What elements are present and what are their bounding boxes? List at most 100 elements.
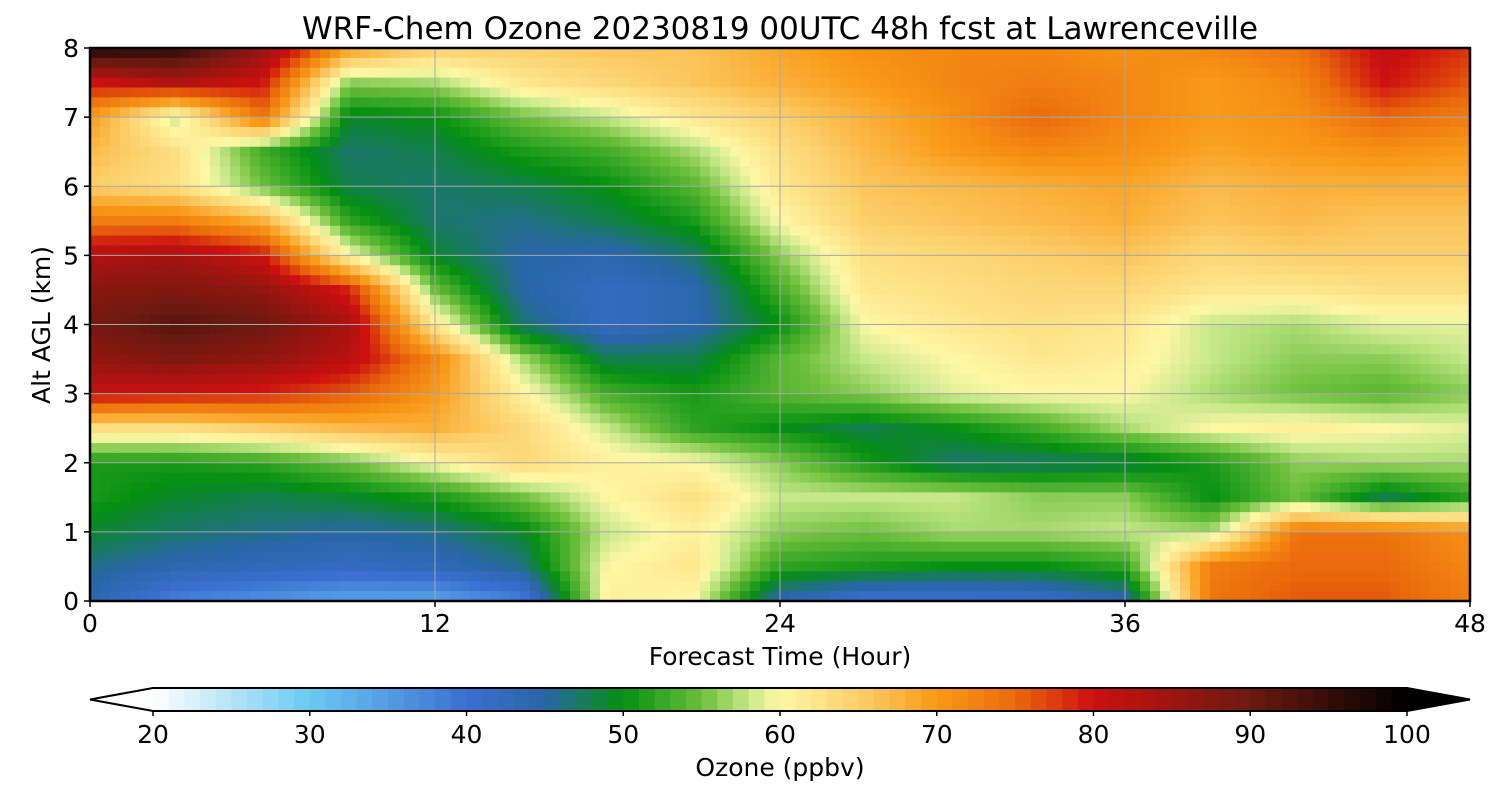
heatmap-cell — [1360, 304, 1371, 316]
heatmap-cell — [340, 77, 351, 89]
heatmap-cell — [320, 57, 331, 69]
heatmap-cell — [550, 107, 561, 118]
heatmap-cell — [550, 196, 561, 207]
heatmap-cell — [100, 334, 111, 345]
heatmap-cell — [890, 364, 901, 375]
heatmap-cell — [390, 383, 401, 395]
heatmap-cell — [1130, 393, 1141, 405]
heatmap-cell — [920, 294, 931, 306]
heatmap-cell — [310, 334, 321, 345]
heatmap-cell — [380, 304, 391, 316]
heatmap-cell — [480, 206, 491, 217]
heatmap-cell — [1240, 97, 1251, 108]
heatmap-cell — [1040, 344, 1051, 355]
heatmap-cell — [160, 314, 171, 326]
heatmap-cell — [510, 117, 521, 128]
heatmap-cell — [1170, 344, 1181, 355]
heatmap-cell — [1420, 97, 1431, 108]
heatmap-cell — [1380, 324, 1391, 335]
heatmap-cell — [1440, 334, 1451, 345]
heatmap-cell — [1450, 146, 1461, 158]
heatmap-cell — [960, 206, 971, 217]
heatmap-cell — [720, 294, 731, 306]
heatmap-cell — [1430, 77, 1441, 89]
heatmap-cell — [1040, 354, 1051, 365]
heatmap-cell — [1400, 235, 1411, 247]
heatmap-cell — [950, 127, 961, 138]
heatmap-cell — [140, 275, 151, 286]
heatmap-cell — [710, 225, 721, 237]
heatmap-cell — [180, 304, 191, 316]
heatmap-cell — [920, 107, 931, 118]
heatmap-cell — [490, 265, 501, 276]
heatmap-cell — [520, 87, 531, 98]
heatmap-cell — [1000, 117, 1011, 128]
heatmap-cell — [210, 77, 221, 89]
heatmap-cell — [1130, 344, 1141, 355]
heatmap-cell — [820, 146, 831, 158]
heatmap-cell — [310, 403, 321, 414]
heatmap-cell — [470, 314, 481, 326]
heatmap-cell — [330, 107, 341, 118]
heatmap-cell — [210, 48, 221, 59]
heatmap-cell — [410, 324, 421, 335]
heatmap-cell — [680, 196, 691, 207]
heatmap-cell — [920, 275, 931, 286]
heatmap-cell — [750, 196, 761, 207]
heatmap-cell — [600, 354, 611, 365]
heatmap-cell — [810, 344, 821, 355]
heatmap-cell — [830, 127, 841, 138]
heatmap-cell — [1210, 344, 1221, 355]
heatmap-cell — [1210, 146, 1221, 158]
heatmap-cell — [330, 314, 341, 326]
heatmap-cell — [110, 285, 121, 296]
heatmap-cell — [740, 77, 751, 89]
heatmap-cell — [700, 196, 711, 207]
heatmap-cell — [990, 117, 1001, 128]
heatmap-cell — [1020, 156, 1031, 168]
heatmap-cell — [200, 324, 211, 335]
heatmap-cell — [400, 136, 411, 148]
heatmap-cell — [1310, 206, 1321, 217]
heatmap-cell — [550, 156, 561, 168]
chart-title: WRF-Chem Ozone 20230819 00UTC 48h fcst a… — [302, 11, 1258, 47]
heatmap-cell — [1170, 354, 1181, 365]
heatmap-cell — [1160, 117, 1171, 128]
heatmap-cell — [230, 354, 241, 365]
heatmap-cell — [260, 314, 271, 326]
heatmap-cell — [990, 235, 1001, 247]
heatmap-cell — [760, 117, 771, 128]
heatmap-cell — [250, 304, 261, 316]
heatmap-cell — [150, 166, 161, 177]
heatmap-cell — [270, 196, 281, 207]
heatmap-cell — [450, 285, 461, 296]
heatmap-cell — [970, 383, 981, 395]
heatmap-cell — [630, 215, 641, 227]
heatmap-cell — [480, 107, 491, 118]
heatmap-cell — [220, 265, 231, 276]
heatmap-cell — [960, 117, 971, 128]
heatmap-cell — [250, 354, 261, 365]
heatmap-cell — [840, 67, 851, 79]
heatmap-cell — [780, 324, 791, 335]
heatmap-cell — [1170, 294, 1181, 306]
heatmap-cell — [1250, 176, 1261, 187]
heatmap-cell — [710, 383, 721, 395]
heatmap-cell — [200, 304, 211, 316]
heatmap-cell — [330, 127, 341, 138]
heatmap-cell — [210, 344, 221, 355]
heatmap-cell — [1390, 196, 1401, 207]
heatmap-cell — [1350, 235, 1361, 247]
heatmap-cell — [890, 354, 901, 365]
heatmap-cell — [1350, 393, 1361, 405]
heatmap-cell — [900, 107, 911, 118]
heatmap-cell — [1060, 314, 1071, 326]
heatmap-cell — [1180, 87, 1191, 98]
heatmap-cell — [1220, 225, 1231, 237]
heatmap-cell — [1110, 127, 1121, 138]
heatmap-cell — [1010, 304, 1021, 316]
heatmap-cell — [520, 117, 531, 128]
heatmap-cell — [530, 166, 541, 177]
heatmap-cell — [1140, 373, 1151, 385]
heatmap-cell — [1350, 364, 1361, 375]
